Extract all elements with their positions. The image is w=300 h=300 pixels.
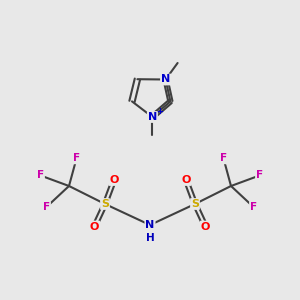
- Text: F: F: [73, 153, 80, 164]
- Text: N: N: [148, 112, 157, 122]
- Text: S: S: [191, 199, 199, 209]
- Text: O: O: [181, 175, 191, 185]
- Text: +: +: [156, 106, 164, 116]
- Text: O: O: [201, 221, 210, 232]
- Text: O: O: [90, 221, 99, 232]
- Text: H: H: [146, 232, 154, 243]
- Text: S: S: [101, 199, 109, 209]
- Text: F: F: [220, 153, 227, 164]
- Text: O: O: [109, 175, 119, 185]
- Text: N: N: [146, 220, 154, 230]
- Text: F: F: [250, 202, 257, 212]
- Text: F: F: [37, 170, 44, 181]
- Text: N: N: [161, 74, 170, 85]
- Text: F: F: [43, 202, 50, 212]
- Text: F: F: [256, 170, 263, 181]
